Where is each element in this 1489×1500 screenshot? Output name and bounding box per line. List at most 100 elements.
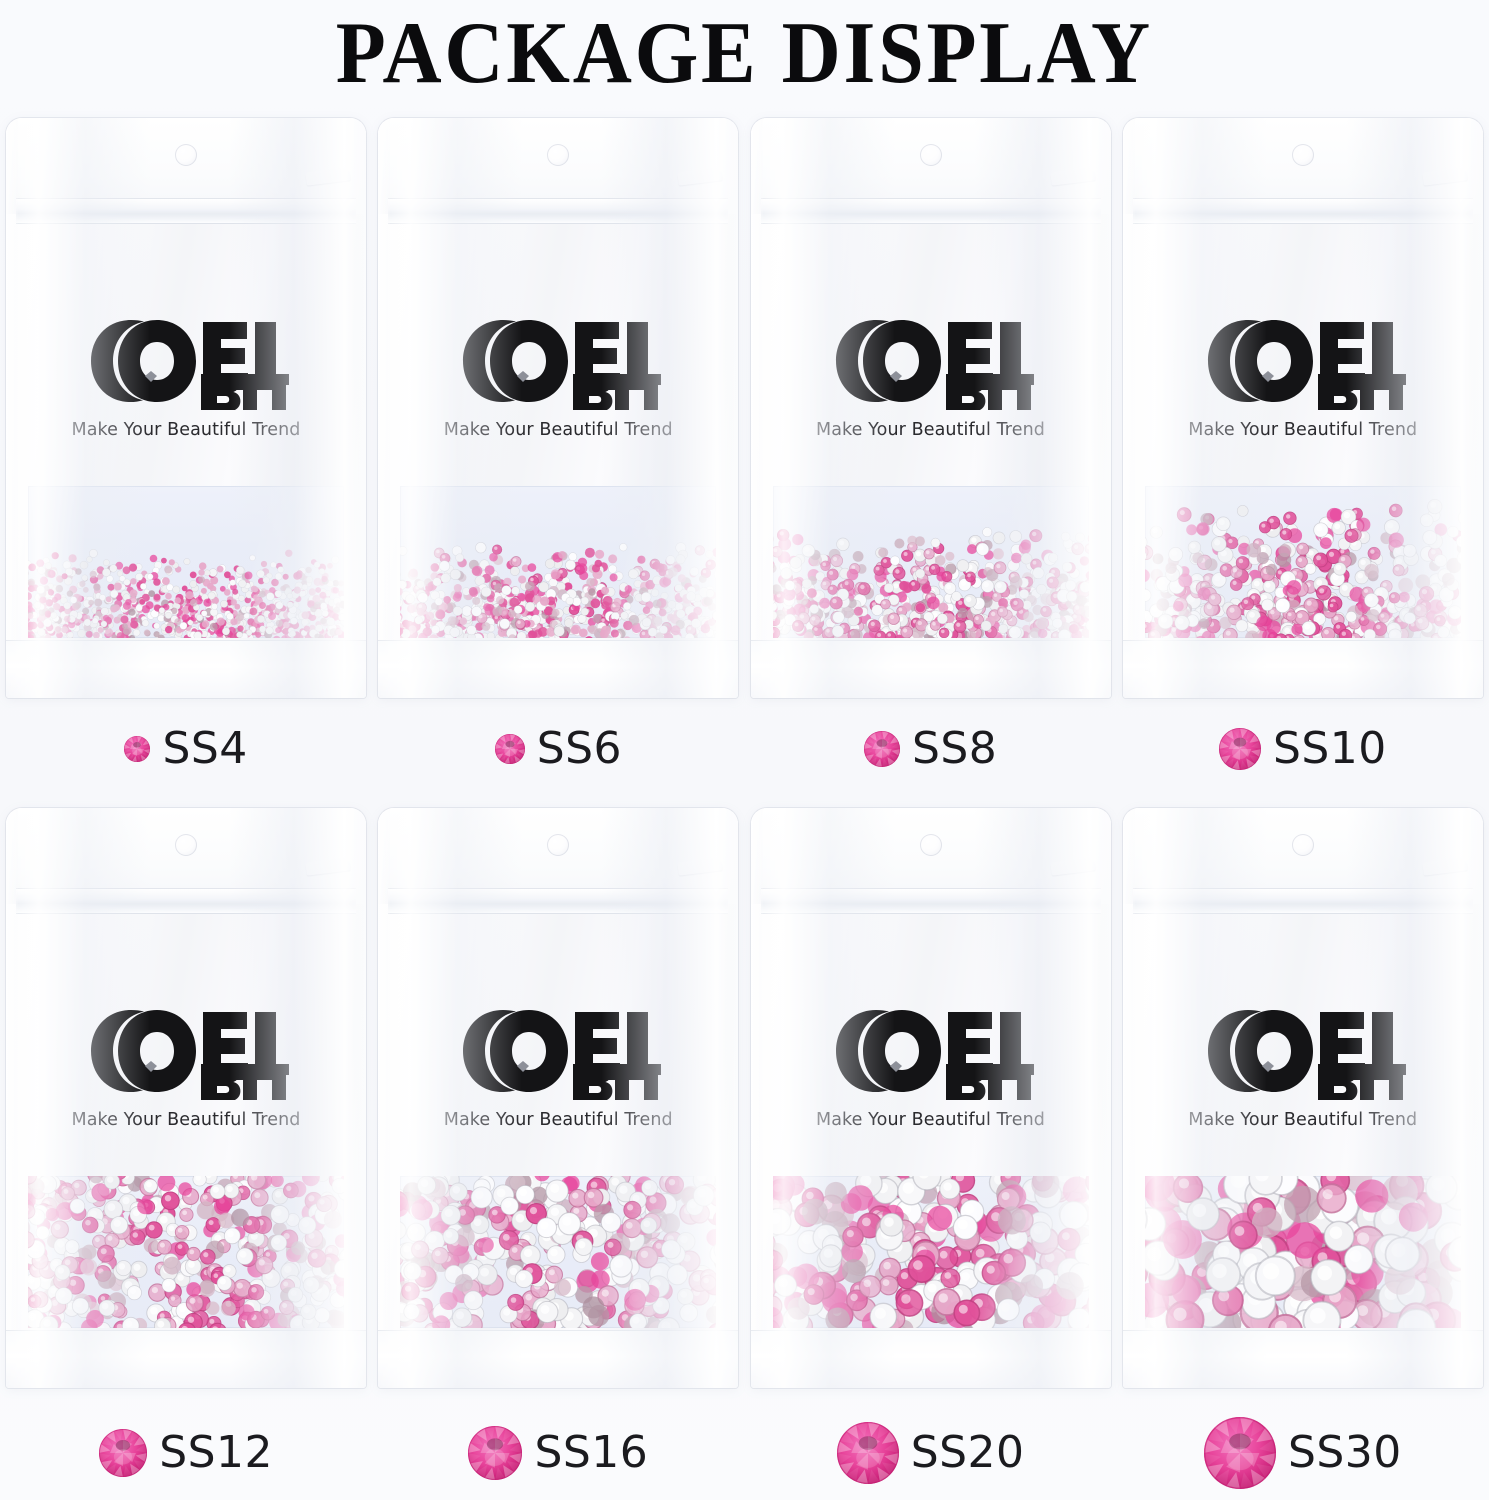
rhinestone-window: [772, 1176, 1089, 1328]
pouch-footer: [6, 1330, 366, 1388]
rhinestones-fill: [400, 542, 717, 638]
zip-seal: [1132, 888, 1473, 914]
size-caption: SS6: [372, 706, 744, 792]
tear-notch-icon: [677, 857, 723, 876]
rhinestones-fill: [1144, 499, 1461, 638]
rhinestone-pouch[interactable]: Make Your Beautiful Trend: [1122, 118, 1483, 698]
product-package[interactable]: Make Your Beautiful Trend: [745, 118, 1117, 718]
brand-logo: Make Your Beautiful Trend: [378, 314, 738, 440]
rhinestone-window: [400, 486, 717, 638]
hang-hole-icon: [175, 834, 197, 856]
rhinestone-icon: [494, 734, 525, 764]
brand-tagline: Make Your Beautiful Trend: [1188, 1110, 1418, 1130]
product-package[interactable]: Make Your Beautiful Trend: [0, 808, 372, 1408]
size-caption: SS16: [372, 1406, 744, 1500]
rhinestone-window: [28, 1176, 344, 1328]
rhinestone-pouch[interactable]: Make Your Beautiful Trend: [378, 118, 739, 698]
rhinestones-fill: [28, 549, 344, 638]
size-caption: SS10: [1117, 706, 1489, 792]
rhinestone-pouch[interactable]: Make Your Beautiful Trend: [750, 118, 1111, 698]
rhinestones-fill: [28, 1176, 344, 1328]
brand-tagline: Make Your Beautiful Trend: [71, 1110, 301, 1130]
caption-row-bottom: SS12 SS16: [0, 1406, 1489, 1500]
rhinestone-window: [1144, 486, 1461, 638]
brand-logo: Make Your Beautiful Trend: [1123, 314, 1483, 440]
zip-seal: [760, 198, 1101, 224]
size-label: SS20: [910, 1427, 1025, 1478]
rhinestone-pouch[interactable]: Make Your Beautiful Trend: [6, 808, 366, 1388]
brand-logo-icon: [463, 320, 662, 410]
brand-tagline: Make Your Beautiful Trend: [816, 420, 1045, 440]
hang-hole-icon: [919, 834, 942, 856]
product-row-bottom: Make Your Beautiful Trend: [0, 808, 1489, 1408]
product-package[interactable]: Make Your Beautiful Trend: [745, 808, 1117, 1408]
pouch-footer: [750, 640, 1111, 698]
rhinestone-window: [772, 486, 1089, 638]
rhinestone-icon: [99, 1429, 148, 1477]
product-package[interactable]: Make Your Beautiful Trend: [0, 118, 372, 718]
rhinestone-pouch[interactable]: Make Your Beautiful Trend: [378, 808, 739, 1388]
pouch-footer: [378, 640, 739, 698]
brand-tagline: Make Your Beautiful Trend: [71, 420, 301, 440]
size-caption: SS12: [0, 1406, 372, 1500]
product-package[interactable]: Make Your Beautiful Trend: [372, 118, 744, 718]
rhinestone-icon: [468, 1426, 523, 1480]
size-label: SS12: [159, 1427, 274, 1478]
product-package[interactable]: Make Your Beautiful Trend: [1117, 118, 1489, 718]
size-label: SS16: [534, 1427, 649, 1478]
rhinestone-icon: [836, 1422, 899, 1484]
zip-seal: [388, 888, 729, 914]
size-caption: SS30: [1117, 1406, 1489, 1500]
brand-logo-icon: [835, 1010, 1034, 1100]
zip-seal: [388, 198, 729, 224]
rhinestone-pouch[interactable]: Make Your Beautiful Trend: [1122, 808, 1483, 1388]
size-caption: SS4: [0, 706, 372, 792]
zip-seal: [16, 888, 356, 914]
tear-notch-icon: [305, 167, 351, 186]
hang-hole-icon: [1291, 144, 1314, 166]
brand-logo: Make Your Beautiful Trend: [378, 1004, 738, 1130]
pouch-footer: [378, 1330, 739, 1388]
tear-notch-icon: [1049, 167, 1096, 186]
page-title: PACKAGE DISPLAY: [0, 0, 1489, 108]
product-row-top: Make Your Beautiful Trend: [0, 118, 1489, 718]
tear-notch-icon: [1422, 857, 1468, 876]
tear-notch-icon: [1422, 167, 1468, 186]
brand-logo-icon: [1207, 1010, 1406, 1100]
product-package[interactable]: Make Your Beautiful Trend: [1117, 808, 1489, 1408]
zip-seal: [16, 198, 356, 224]
brand-tagline: Make Your Beautiful Trend: [1188, 420, 1418, 440]
page-title-text: PACKAGE DISPLAY: [335, 5, 1154, 102]
rhinestones-fill: [772, 527, 1089, 638]
brand-logo: Make Your Beautiful Trend: [751, 314, 1111, 440]
brand-tagline: Make Your Beautiful Trend: [443, 1110, 673, 1130]
brand-logo-icon: [835, 320, 1034, 410]
pouch-footer: [1122, 1330, 1483, 1388]
size-label: SS30: [1287, 1427, 1402, 1478]
hang-hole-icon: [547, 834, 570, 856]
brand-logo: Make Your Beautiful Trend: [751, 1004, 1111, 1130]
zip-seal: [760, 888, 1101, 914]
tear-notch-icon: [677, 167, 723, 186]
brand-logo-icon: [91, 320, 289, 410]
brand-logo-icon: [463, 1010, 662, 1100]
pouch-footer: [1122, 640, 1483, 698]
tear-notch-icon: [305, 857, 351, 876]
size-label: SS8: [911, 723, 998, 774]
rhinestone-pouch[interactable]: Make Your Beautiful Trend: [750, 808, 1111, 1388]
hang-hole-icon: [547, 144, 570, 166]
pouch-footer: [750, 1330, 1111, 1388]
product-package[interactable]: Make Your Beautiful Trend: [372, 808, 744, 1408]
brand-logo-icon: [91, 1010, 289, 1100]
rhinestone-pouch[interactable]: Make Your Beautiful Trend: [6, 118, 366, 698]
rhinestone-icon: [863, 731, 900, 767]
size-label: SS6: [536, 723, 623, 774]
pouch-footer: [6, 640, 366, 698]
size-label: SS10: [1272, 723, 1387, 774]
tear-notch-icon: [1049, 857, 1096, 876]
rhinestone-icon: [1218, 728, 1261, 770]
rhinestone-icon: [124, 736, 151, 762]
rhinestone-window: [400, 1176, 717, 1328]
brand-logo: Make Your Beautiful Trend: [6, 1004, 366, 1130]
